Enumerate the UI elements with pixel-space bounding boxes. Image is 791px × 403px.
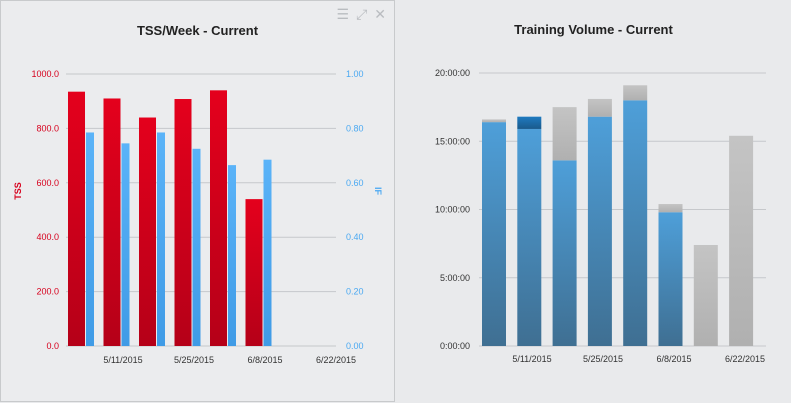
y-tick-label: 0:00:00: [440, 341, 470, 351]
y-left-tick-label: 0.0: [46, 341, 59, 351]
if-bar: [192, 148, 201, 346]
completed-bar: [623, 100, 648, 346]
y-right-tick-label: 0.20: [346, 287, 364, 297]
y-tick-label: 10:00:00: [435, 205, 470, 215]
tss-if-chart: 0.0 200.0 400.0 600.0 800.0 1000.0 0.00 0.20 0.4…: [13, 69, 383, 365]
planned-bar: [623, 85, 648, 101]
completed-extra-bar: [517, 116, 542, 129]
completed-bar: [658, 212, 683, 346]
y-left-tick-label: 600.0: [36, 178, 59, 188]
if-bar: [121, 143, 130, 346]
chart-title: TSS/Week - Current: [136, 23, 259, 38]
y-left-tick-label: 800.0: [36, 123, 59, 133]
tss-bar: [68, 91, 85, 347]
if-bar: [157, 132, 165, 346]
training-volume-chart: 0:00:00 5:00:00 10:00:00 15:00:00 20:00:00 5/…: [435, 68, 766, 364]
if-bar: [228, 165, 236, 346]
if-bar: [263, 159, 272, 346]
tss-bar: [174, 99, 192, 346]
y-tick-label: 20:00:00: [435, 68, 470, 78]
tss-bar: [210, 90, 227, 346]
planned-bar: [482, 119, 506, 123]
y-right-tick-label: 0.60: [346, 178, 364, 188]
planned-bar: [587, 98, 612, 117]
planned-bar: [658, 204, 683, 213]
if-bar: [86, 132, 94, 346]
x-tick-label: 5/11/2015: [512, 354, 551, 364]
x-tick-label: 5/25/2015: [174, 355, 214, 365]
y-left-tick-label: 400.0: [36, 232, 59, 242]
planned-bar: [693, 244, 718, 346]
y-right-axis-title: IF: [373, 187, 383, 196]
x-tick-label: 5/11/2015: [103, 355, 142, 365]
y-right-tick-label: 0.00: [346, 341, 364, 351]
y-left-tick-label: 200.0: [36, 287, 59, 297]
close-icon[interactable]: ✕: [374, 6, 386, 22]
tss-bar: [245, 199, 263, 346]
planned-bar: [552, 107, 577, 161]
completed-bar: [482, 122, 506, 346]
completed-bar: [552, 160, 577, 346]
y-left-axis-title: TSS: [13, 182, 23, 200]
planned-bar: [729, 135, 754, 346]
tss-bar: [103, 98, 121, 346]
completed-bar: [517, 128, 542, 346]
menu-icon[interactable]: ☰: [336, 6, 350, 22]
x-tick-label: 5/25/2015: [583, 354, 623, 364]
tss-week-panel: TSS/Week - Current ☰ ⤢ ✕ 0.0 200.0 400.0 60…: [0, 0, 395, 402]
x-tick-label: 6/22/2015: [316, 355, 356, 365]
panel-toolbar: ☰ ⤢ ✕: [337, 6, 387, 22]
x-tick-label: 6/8/2015: [656, 354, 691, 364]
training-volume-panel: Training Volume - Current 0:00:00 5:00:00…: [396, 0, 791, 402]
y-tick-label: 15:00:00: [435, 136, 470, 146]
resize-icon[interactable]: ⤢: [356, 6, 368, 22]
y-right-tick-label: 1.00: [346, 69, 364, 79]
x-tick-label: 6/22/2015: [725, 354, 765, 364]
x-tick-label: 6/8/2015: [247, 355, 282, 365]
y-left-tick-label: 1000.0: [31, 69, 59, 79]
y-tick-label: 5:00:00: [440, 273, 470, 283]
y-right-tick-label: 0.80: [346, 123, 364, 133]
y-right-tick-label: 0.40: [346, 232, 364, 242]
chart-title: Training Volume - Current: [514, 22, 673, 37]
completed-bar: [587, 116, 612, 347]
tss-bar: [139, 117, 156, 347]
